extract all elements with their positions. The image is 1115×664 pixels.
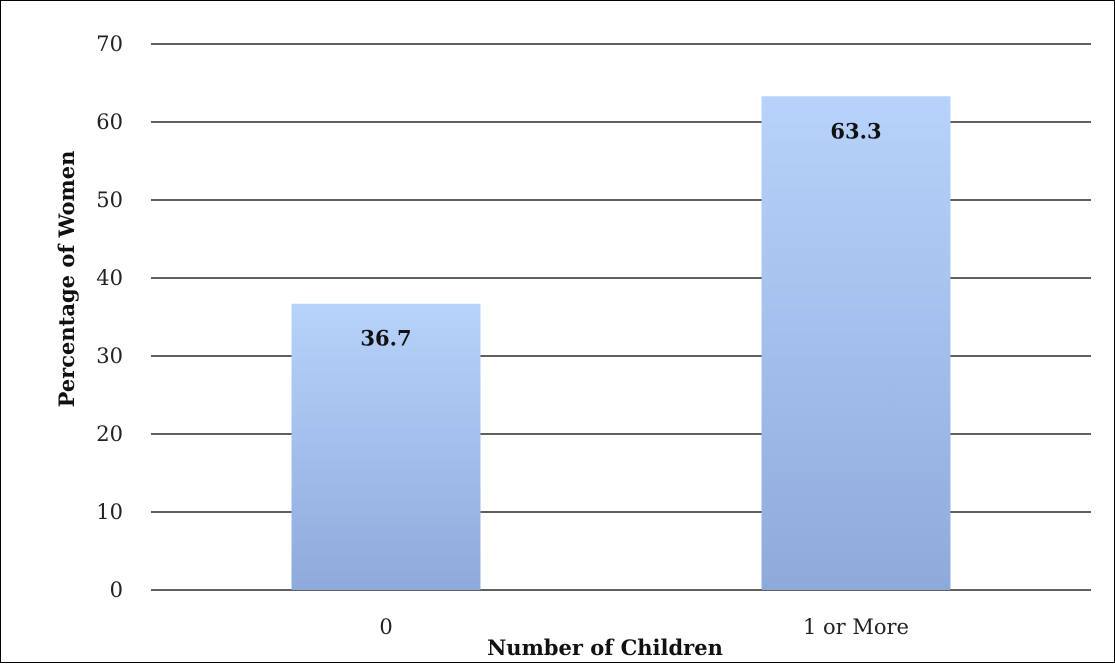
x-tick-label-2: 1 or More	[803, 615, 909, 639]
bar-2	[761, 96, 951, 590]
y-tick-label: 10	[96, 500, 123, 524]
x-axis-tick-labels: 0 1 or More	[379, 615, 909, 639]
y-axis-tick-labels: 0 10 20 30 40 50 60 70	[96, 32, 123, 602]
y-tick-label: 30	[96, 344, 123, 368]
data-label-1: 36.7	[360, 326, 411, 351]
y-axis-title: Percentage of Women	[54, 151, 79, 408]
x-tick-label-1: 0	[379, 615, 392, 639]
bar-1	[291, 303, 481, 590]
data-labels: 36.7 63.3	[360, 118, 881, 350]
data-label-2: 63.3	[830, 118, 881, 143]
bars	[291, 96, 951, 590]
x-axis-title: Number of Children	[487, 635, 723, 660]
y-tick-label: 20	[96, 422, 123, 446]
y-tick-label: 70	[96, 32, 123, 56]
y-tick-label: 40	[96, 266, 123, 290]
y-tick-label: 0	[110, 578, 123, 602]
y-tick-label: 60	[96, 110, 123, 134]
y-tick-label: 50	[96, 188, 123, 212]
